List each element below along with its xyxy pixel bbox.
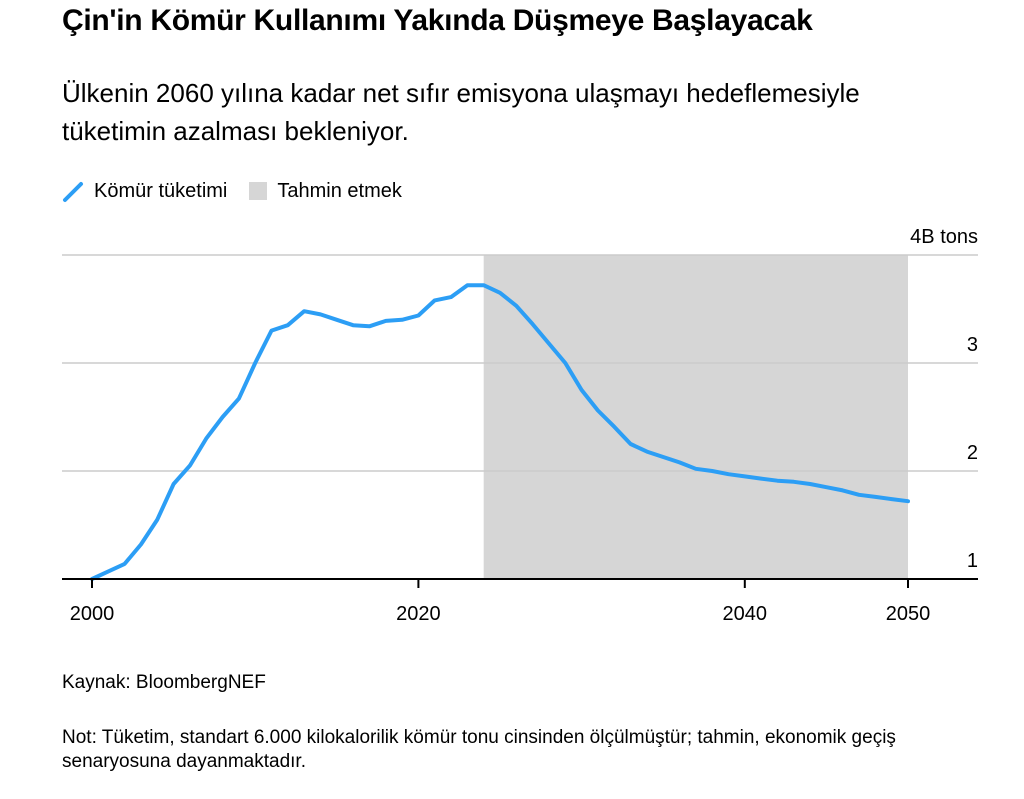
y-tick-label-2: 2	[967, 442, 978, 464]
grid-layer	[62, 254, 978, 472]
legend-item-forecast: Tahmin etmek	[249, 179, 402, 203]
axis-layer: 4B tons 3 2 1 2000 2020 2040 2050	[62, 226, 978, 625]
legend-forecast-label: Tahmin etmek	[277, 180, 402, 202]
x-tick-label-2040: 2040	[723, 603, 768, 625]
legend-forecast-swatch	[249, 182, 268, 200]
legend-line-label: Kömür tüketimi	[94, 180, 228, 202]
legend-line-mark	[63, 182, 83, 202]
y-tick-label-1: 1	[967, 550, 978, 572]
chart-subtitle: Ülkenin 2060 yılına kadar net sıfır emis…	[62, 78, 860, 146]
source-text: Kaynak: BloombergNEF	[62, 672, 266, 693]
x-tick-label-2020: 2020	[396, 603, 441, 625]
legend: Kömür tüketimi Tahmin etmek	[62, 179, 424, 203]
line-chart: 4B tons 3 2 1 2000 2020 2040 2050	[62, 226, 978, 625]
x-tick-label-2000: 2000	[70, 603, 115, 625]
legend-item-line: Kömür tüketimi	[62, 179, 227, 203]
line-layer	[90, 283, 910, 581]
forecast-region	[483, 255, 908, 579]
series-line-0	[90, 283, 910, 581]
y-tick-label-4: 4B tons	[910, 226, 978, 248]
chart-title: Çin'in Kömür Kullanımı Yakında Düşmeye B…	[62, 4, 813, 37]
note-text: Not: Tüketim, standart 6.000 kilokaloril…	[62, 727, 896, 772]
x-tick-label-2050: 2050	[886, 603, 931, 625]
y-tick-label-3: 3	[967, 334, 978, 356]
forecast-layer	[483, 255, 908, 579]
legend-line-swatch	[63, 182, 83, 202]
